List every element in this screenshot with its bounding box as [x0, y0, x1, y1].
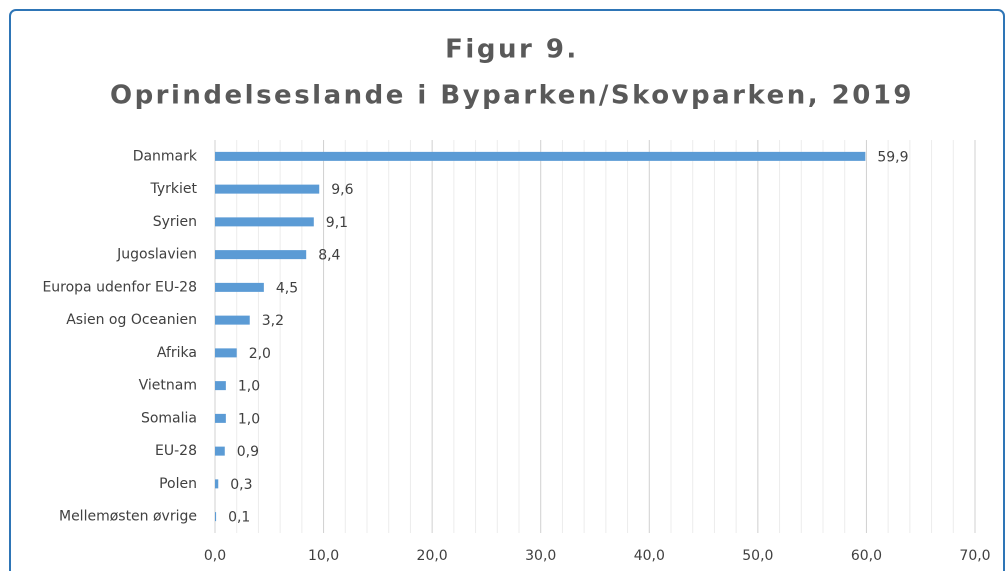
y-tick-label: Polen [159, 476, 197, 492]
bar [215, 381, 226, 391]
x-tick-label: 30,0 [525, 548, 556, 564]
data-label: 2,0 [249, 346, 271, 362]
x-tick-label: 70,0 [959, 548, 990, 564]
bar [215, 282, 264, 292]
y-tick-label: Afrika [157, 345, 197, 361]
data-label: 59,9 [877, 149, 908, 165]
bar [215, 446, 225, 456]
bar [215, 315, 250, 325]
data-label: 0,3 [230, 477, 252, 493]
y-tick-label: Vietnam [139, 378, 197, 394]
data-label: 1,0 [238, 411, 260, 427]
y-tick-label: Jugoslavien [116, 247, 197, 263]
bar [215, 413, 226, 423]
y-tick-label: Danmark [133, 148, 198, 164]
bar [215, 184, 320, 194]
y-tick-label: EU-28 [155, 443, 197, 459]
chart-title: Figur 9. [445, 35, 579, 65]
bar [215, 151, 866, 161]
data-label: 4,5 [276, 280, 298, 296]
y-tick-label: Somalia [141, 410, 197, 426]
data-label: 1,0 [238, 379, 260, 395]
y-tick-label: Mellemøsten øvrige [59, 509, 197, 525]
bar [215, 479, 219, 489]
x-tick-label: 40,0 [634, 548, 665, 564]
y-tick-label: Syrien [153, 214, 197, 230]
bar [215, 348, 237, 358]
data-label: 0,9 [237, 444, 259, 460]
x-tick-label: 60,0 [851, 548, 882, 564]
bar [215, 512, 217, 522]
x-tick-label: 50,0 [742, 548, 773, 564]
x-tick-label: 0,0 [204, 548, 226, 564]
data-label: 0,1 [228, 510, 250, 526]
x-tick-label: 10,0 [308, 548, 339, 564]
bar [215, 250, 307, 260]
chart-subtitle: Oprindelseslande i Byparken/Skovparken, … [110, 81, 914, 111]
data-label: 9,6 [331, 182, 353, 198]
y-tick-label: Asien og Oceanien [66, 312, 197, 328]
y-tick-label: Europa udenfor EU-28 [42, 279, 197, 295]
data-label: 3,2 [262, 313, 284, 329]
y-tick-label: Tyrkiet [149, 181, 197, 197]
data-label: 8,4 [318, 248, 340, 264]
data-label: 9,1 [326, 215, 348, 231]
bar [215, 217, 314, 227]
x-tick-label: 20,0 [417, 548, 448, 564]
